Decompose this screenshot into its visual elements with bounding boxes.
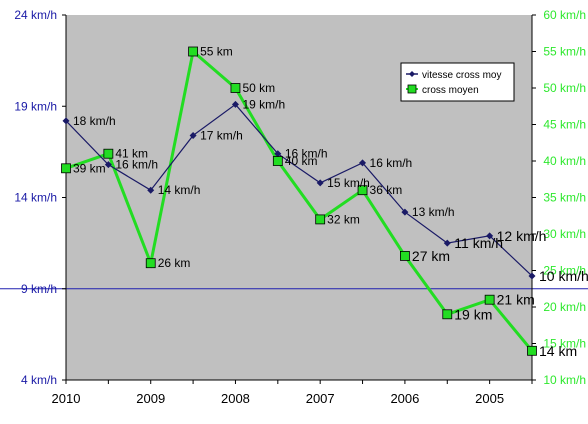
vitesse-point	[443, 239, 451, 247]
vitesse-data-label: 12 km/h	[497, 228, 547, 244]
x-tick-label: 2007	[306, 391, 335, 406]
cross-data-label: 32 km	[327, 212, 360, 226]
cross-data-label: 36 km	[370, 183, 403, 197]
cross-data-label: 39 km	[73, 161, 106, 175]
vitesse-point	[274, 150, 282, 158]
cross-point	[357, 185, 368, 196]
vitesse-point	[62, 117, 70, 125]
right-tick-label: 15 km/h	[543, 337, 586, 351]
right-tick-label: 60 km/h	[543, 8, 586, 22]
left-tick-label: 9 km/h	[21, 282, 57, 296]
cross-data-label: 50 km	[242, 81, 275, 95]
cross-data-label: 14 km	[539, 343, 577, 359]
cross-point	[61, 163, 71, 174]
cross-point	[442, 309, 453, 320]
right-tick-label: 45 km/h	[543, 118, 586, 132]
vitesse-point	[316, 179, 324, 187]
vitesse-data-label: 14 km/h	[158, 183, 201, 197]
cross-point	[527, 345, 537, 356]
vitesse-point	[104, 161, 112, 169]
right-tick-label: 50 km/h	[543, 81, 586, 95]
cross-point	[484, 294, 495, 305]
cross-data-label: 21 km	[497, 292, 535, 308]
legend-label-vitesse: vitesse cross moy	[422, 70, 501, 81]
cross-point	[400, 250, 410, 261]
cross-data-label: 41 km	[115, 147, 148, 161]
cross-point	[103, 148, 114, 159]
cross-point	[315, 214, 326, 225]
vitesse-data-label: 16 km/h	[285, 147, 328, 161]
series	[61, 46, 537, 356]
cross-point	[272, 156, 283, 166]
vitesse-data-label: 11 km/h	[454, 235, 503, 251]
left-tick-label: 24 km/h	[14, 8, 57, 22]
cross-data-label: 55 km	[200, 45, 233, 59]
cross-data-label: 40 km	[285, 154, 318, 168]
vitesse-data-label: 18 km/h	[73, 114, 116, 128]
cross-point	[145, 258, 156, 269]
vitesse-point	[528, 272, 536, 280]
right-tick-label: 25 km/h	[543, 264, 586, 278]
left-tick-label: 19 km/h	[14, 99, 57, 113]
x-tick-label: 2006	[390, 391, 419, 406]
x-tick-label: 2009	[136, 391, 165, 406]
legend-marker-vitesse	[409, 71, 415, 77]
vitesse-point	[486, 232, 494, 240]
right-tick-label: 20 km/h	[543, 300, 586, 314]
cross-data-label: 26 km	[158, 256, 191, 270]
right-tick-label: 30 km/h	[543, 227, 586, 241]
cross-point	[230, 83, 241, 93]
vitesse-data-label: 15 km/h	[327, 176, 370, 190]
legend-marker-cross	[407, 84, 417, 94]
vitesse-point	[231, 100, 239, 108]
right-tick-label: 35 km/h	[543, 191, 586, 205]
vitesse-point	[189, 131, 197, 139]
right-tick-label: 10 km/h	[543, 373, 586, 387]
data-labels: 18 km/h16 km/h14 km/h17 km/h19 km/h16 km…	[73, 45, 588, 359]
cross-data-label: 19 km	[454, 306, 492, 322]
right-tick-label: 55 km/h	[543, 45, 586, 59]
cross-data-label: 27 km	[412, 248, 450, 264]
vitesse-point	[359, 159, 367, 167]
legend-label-cross: cross moyen	[422, 85, 479, 96]
series-line-cross-moyen	[65, 48, 534, 352]
x-tick-label: 2008	[221, 391, 250, 406]
vitesse-point	[147, 186, 155, 194]
vitesse-data-label: 19 km/h	[242, 97, 285, 111]
legend: vitesse cross moy cross moyen	[400, 62, 515, 102]
left-tick-label: 14 km/h	[14, 191, 57, 205]
vitesse-data-label: 17 km/h	[200, 128, 243, 142]
legend-box	[400, 62, 515, 102]
vitesse-data-label: 16 km/h	[370, 156, 413, 170]
axes: 4 km/h 9 km/h 14 km/h 19 km/h 24 km/h 10 km/h…	[0, 8, 588, 406]
right-tick-label: 40 km/h	[543, 154, 586, 168]
vitesse-data-label: 10 km/h	[539, 268, 588, 284]
x-tick-label: 2005	[475, 391, 504, 406]
left-tick-label: 4 km/h	[21, 373, 57, 387]
vitesse-data-label: 16 km/h	[115, 158, 158, 172]
vitesse-data-label: 13 km/h	[412, 205, 455, 219]
vitesse-point	[401, 208, 409, 216]
series-line-vitesse	[65, 103, 533, 277]
cross-point	[188, 46, 198, 57]
x-tick-label: 2010	[52, 391, 81, 406]
